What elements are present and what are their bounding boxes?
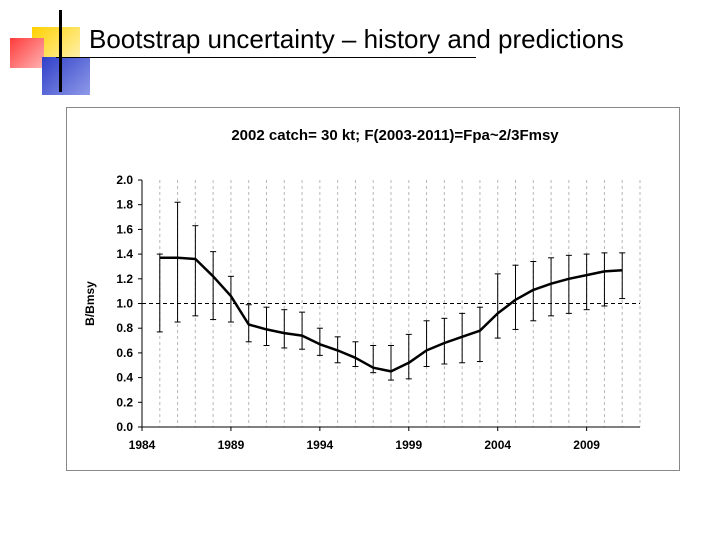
y-tick-label: 2.0	[116, 173, 133, 187]
x-tick-label: 2009	[573, 438, 600, 452]
y-tick-label: 0.8	[116, 321, 133, 335]
decor-blue-square	[42, 57, 90, 95]
x-tick-label: 1984	[129, 438, 156, 452]
y-tick-label: 1.4	[116, 247, 133, 261]
y-tick-label: 0.0	[116, 420, 133, 434]
x-tick-label: 1999	[395, 438, 422, 452]
decor-vertical-rule	[59, 10, 62, 92]
slide-title: Bootstrap uncertainty – history and pred…	[89, 24, 624, 54]
title-underline	[56, 57, 476, 58]
y-tick-label: 0.6	[116, 346, 133, 360]
x-tick-label: 1994	[307, 438, 334, 452]
y-tick-label: 1.0	[116, 297, 133, 311]
y-tick-label: 0.2	[116, 395, 133, 409]
y-tick-label: 0.4	[116, 371, 133, 385]
y-tick-label: 1.6	[116, 222, 133, 236]
chart-image-frame: 2002 catch= 30 kt; F(2003-2011)=Fpa~2/3F…	[66, 107, 680, 471]
y-axis-label: B/Bmsy	[83, 281, 97, 326]
chart-title: 2002 catch= 30 kt; F(2003-2011)=Fpa~2/3F…	[231, 127, 559, 144]
y-tick-label: 1.2	[116, 272, 133, 286]
y-tick-label: 1.8	[116, 198, 133, 212]
decor-red-square	[10, 38, 44, 68]
series-line-b-bmsy	[159, 256, 623, 373]
x-tick-label: 1989	[218, 438, 245, 452]
x-tick-label: 2004	[484, 438, 511, 452]
bootstrap-chart: 2002 catch= 30 kt; F(2003-2011)=Fpa~2/3F…	[83, 127, 641, 452]
